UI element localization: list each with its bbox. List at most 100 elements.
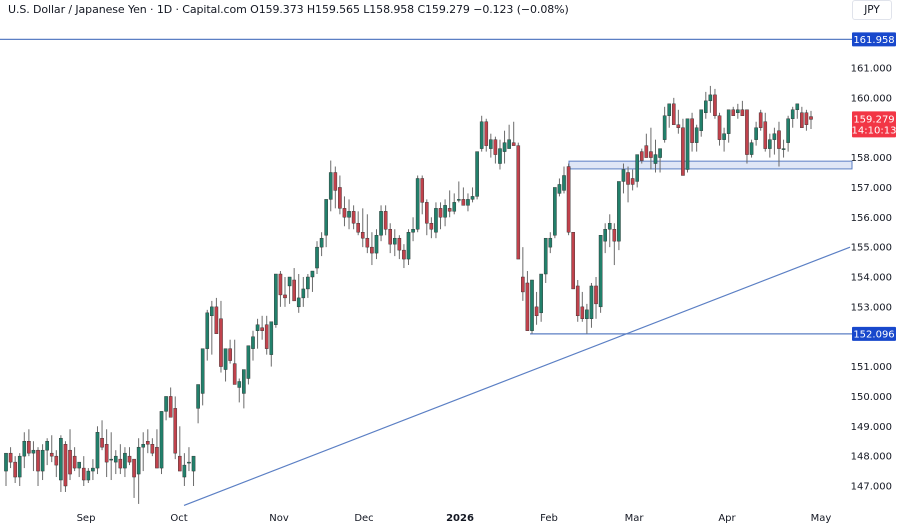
candle-body-down [278,273,283,296]
candle-body-up [59,438,63,481]
candle-body-up [237,381,242,388]
candle [360,208,365,248]
candle-body-down [763,121,768,149]
candle [292,268,296,302]
candle [621,163,626,194]
price-tick-label: 153.000 [851,302,892,313]
candle-body-down [402,249,406,260]
candle [370,232,374,266]
candle [438,202,443,230]
candle-body-down [54,455,59,466]
candle [141,432,146,472]
candle-body-up [306,276,310,290]
candle [333,166,338,209]
candle [717,112,722,146]
candle [626,166,630,203]
candle [758,109,763,131]
candle [475,151,479,200]
candle-body-up [498,148,502,164]
candle-body-up [95,432,100,469]
support-price-label: 152.096 [852,326,896,341]
candle-body-down [804,112,809,125]
candle-body-up [667,103,672,116]
candle [772,127,777,155]
candle [763,112,768,152]
currency-button[interactable]: JPY [852,0,892,20]
candle [49,435,54,463]
time-tick-label: May [811,513,832,524]
candle-body-down [370,246,374,254]
candle [379,205,383,242]
candle-body-down [118,458,123,469]
candle [658,148,662,173]
candle-body-up [141,443,146,448]
candle-body-up [475,151,479,197]
candle-body-down [649,151,653,158]
candle [210,300,214,355]
candle-body-up [548,237,553,248]
candle-body-down [228,348,232,361]
candle-body-up [86,470,91,481]
candle-body-up [694,127,699,143]
candle [54,450,59,478]
candle [452,193,457,215]
candle-body-down [232,363,237,385]
candle [214,297,219,334]
candle-body-up [585,309,589,319]
candle [315,241,319,275]
candle [639,148,644,164]
candle [713,88,717,119]
time-tick-label: 2026 [446,513,474,524]
candle [246,345,251,385]
candle [104,429,109,478]
candle [534,291,539,325]
candle [466,193,470,212]
candle-body-up [452,202,457,212]
candle [91,459,95,481]
candle [667,103,672,128]
candle [8,447,13,469]
candle-body-up [479,121,484,149]
candle-body-down [351,211,356,224]
candle [630,169,635,191]
candle-body-up [310,270,315,278]
candle-body-down [424,202,429,224]
candle-body-up [795,103,800,110]
candle [374,229,379,260]
candle [306,274,310,298]
candle [470,187,475,203]
candle-body-down [571,232,575,290]
time-axis[interactable]: Sep Oct Nov Dec 2026 Feb Mar Apr May [77,513,832,524]
candle-body-up [562,175,566,191]
candle [575,279,580,322]
candle [543,237,548,283]
price-axis[interactable]: 161.000 160.000 158.000 157.000 156.000 155.0… [851,64,892,493]
candle-body-down [132,458,136,478]
candle-body-up [136,446,141,475]
candle-body-down [438,208,443,218]
candle [283,276,287,307]
candle-body-down [283,294,287,299]
candle [219,300,223,373]
candle-body-down [745,109,749,155]
candle [553,187,557,239]
candle-body-down [72,455,77,469]
candle-body-down [264,324,269,349]
candle-body-up [269,321,274,355]
candle-body-down [356,223,360,233]
candle-body-up [17,455,22,478]
candle-body-down [713,94,717,116]
candle [127,447,132,466]
candle [59,435,63,492]
support-zone [568,160,853,170]
candle-body-down [800,112,804,128]
candle [457,181,461,203]
candle [809,110,813,129]
candle-body-up [411,229,415,233]
candle [557,178,562,197]
candle-body-down [383,211,388,230]
candle [27,429,31,457]
time-tick-label: Mar [625,513,645,524]
candlestick-series [4,85,813,504]
